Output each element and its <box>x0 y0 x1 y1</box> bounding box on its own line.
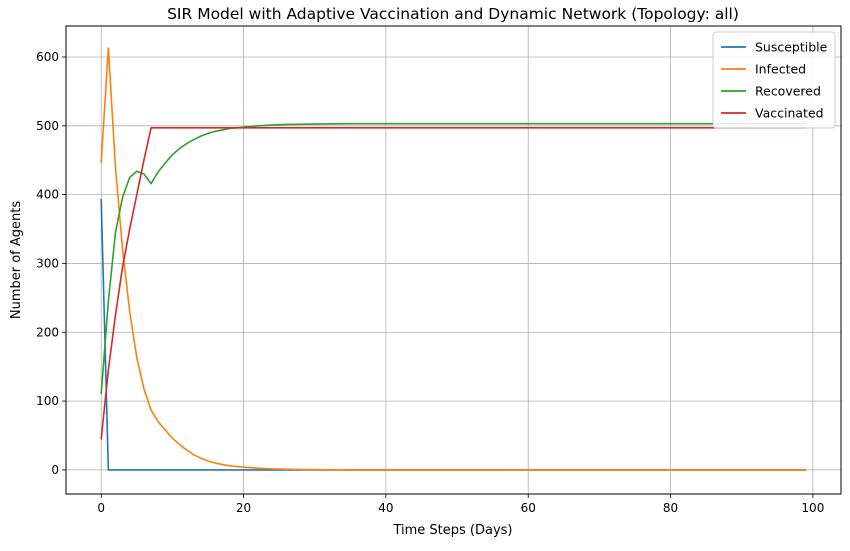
y-tick-label: 400 <box>36 188 59 202</box>
y-tick-label: 300 <box>36 256 59 270</box>
series-line-infected <box>100 47 807 471</box>
legend-label-infected: Infected <box>755 62 806 77</box>
legend-box <box>712 31 836 129</box>
legend-label-vaccinated: Vaccinated <box>755 106 824 121</box>
chart-title: SIR Model with Adaptive Vaccination and … <box>167 5 739 23</box>
x-tick-label: 40 <box>378 501 393 515</box>
y-axis-label: Number of Agents <box>9 201 24 319</box>
y-tick-label: 100 <box>36 394 59 408</box>
series-line-vaccinated <box>100 127 807 440</box>
plot-frame <box>65 25 842 495</box>
tick-layer: 0 20 40 60 80 100 0 100 200 300 400 500 600 <box>36 50 824 515</box>
y-tick-label: 500 <box>36 119 59 133</box>
x-axis-label: Time Steps (Days) <box>392 523 512 538</box>
series-line-recovered <box>100 122 807 395</box>
x-tick-label: 0 <box>97 501 105 515</box>
x-tick-label: 100 <box>801 501 824 515</box>
x-tick-label: 80 <box>663 501 678 515</box>
legend-label-recovered: Recovered <box>755 84 821 99</box>
y-tick-label: 600 <box>36 50 59 64</box>
legend: Susceptible Infected Recovered Vaccinated <box>712 31 836 129</box>
y-tick-label: 200 <box>36 325 59 339</box>
series-layer <box>100 47 807 471</box>
y-tick-label: 0 <box>51 463 59 477</box>
legend-label-susceptible: Susceptible <box>755 40 828 55</box>
series-line-susceptible <box>100 198 807 471</box>
x-tick-label: 60 <box>521 501 536 515</box>
x-tick-label: 20 <box>236 501 251 515</box>
